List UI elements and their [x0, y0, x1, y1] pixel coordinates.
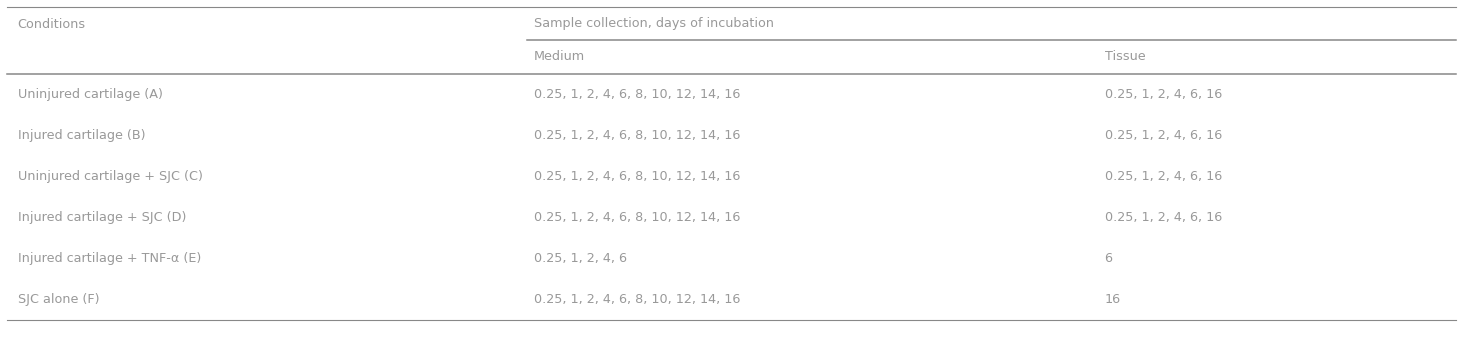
- Text: 0.25, 1, 2, 4, 6, 16: 0.25, 1, 2, 4, 6, 16: [1105, 88, 1222, 101]
- Text: Injured cartilage + TNF-α (E): Injured cartilage + TNF-α (E): [18, 252, 200, 265]
- Text: Injured cartilage (B): Injured cartilage (B): [18, 129, 145, 142]
- Text: Medium: Medium: [534, 51, 585, 63]
- Text: 0.25, 1, 2, 4, 6: 0.25, 1, 2, 4, 6: [534, 252, 628, 265]
- Text: 0.25, 1, 2, 4, 6, 16: 0.25, 1, 2, 4, 6, 16: [1105, 129, 1222, 142]
- Text: Conditions: Conditions: [18, 18, 86, 31]
- Text: Uninjured cartilage (A): Uninjured cartilage (A): [18, 88, 162, 101]
- Text: 0.25, 1, 2, 4, 6, 8, 10, 12, 14, 16: 0.25, 1, 2, 4, 6, 8, 10, 12, 14, 16: [534, 170, 740, 183]
- Text: 16: 16: [1105, 293, 1121, 306]
- Text: 0.25, 1, 2, 4, 6, 8, 10, 12, 14, 16: 0.25, 1, 2, 4, 6, 8, 10, 12, 14, 16: [534, 88, 740, 101]
- Text: Uninjured cartilage + SJC (C): Uninjured cartilage + SJC (C): [18, 170, 202, 183]
- Text: 0.25, 1, 2, 4, 6, 8, 10, 12, 14, 16: 0.25, 1, 2, 4, 6, 8, 10, 12, 14, 16: [534, 129, 740, 142]
- Text: 0.25, 1, 2, 4, 6, 16: 0.25, 1, 2, 4, 6, 16: [1105, 211, 1222, 224]
- Text: Sample collection, days of incubation: Sample collection, days of incubation: [534, 18, 774, 31]
- Text: 6: 6: [1105, 252, 1112, 265]
- Text: Tissue: Tissue: [1105, 51, 1146, 63]
- Text: 0.25, 1, 2, 4, 6, 16: 0.25, 1, 2, 4, 6, 16: [1105, 170, 1222, 183]
- Text: Injured cartilage + SJC (D): Injured cartilage + SJC (D): [18, 211, 186, 224]
- Text: SJC alone (F): SJC alone (F): [18, 293, 99, 306]
- Text: 0.25, 1, 2, 4, 6, 8, 10, 12, 14, 16: 0.25, 1, 2, 4, 6, 8, 10, 12, 14, 16: [534, 211, 740, 224]
- Text: 0.25, 1, 2, 4, 6, 8, 10, 12, 14, 16: 0.25, 1, 2, 4, 6, 8, 10, 12, 14, 16: [534, 293, 740, 306]
